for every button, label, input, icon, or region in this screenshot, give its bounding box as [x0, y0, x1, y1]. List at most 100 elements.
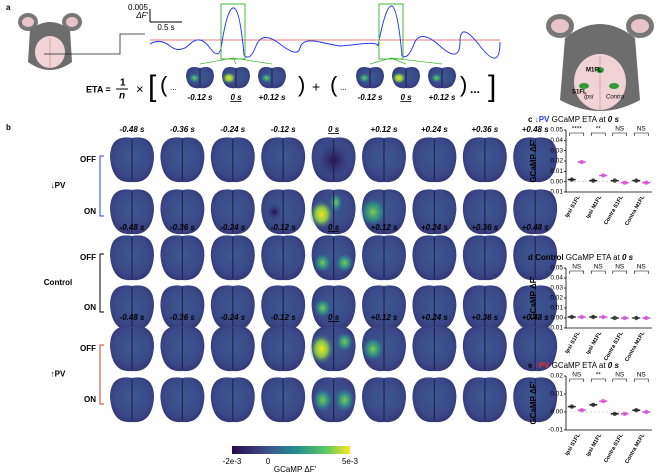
title-group: Control [535, 253, 563, 262]
brain-map [210, 137, 255, 183]
brain-map [160, 285, 205, 331]
colorbar-min: -2e-3 [223, 457, 242, 466]
brain-map [513, 137, 558, 183]
brain-map [462, 285, 507, 331]
activity-spot [358, 73, 370, 83]
event-box [220, 3, 246, 60]
eta-numerator: 1 [120, 78, 126, 89]
y-tick-label: 0.03 [550, 285, 563, 292]
time-label: -0.36 s [170, 223, 195, 232]
dot [622, 180, 627, 185]
activity-spot [312, 388, 333, 412]
x-tick-label: Contra M1FL [624, 194, 646, 227]
arrow [390, 57, 407, 65]
y-tick-label: 0.02 [550, 373, 563, 380]
significance: NS [637, 264, 647, 271]
brain-map [311, 235, 356, 281]
activity-spot [313, 298, 332, 318]
region-label: M1FL [586, 68, 602, 74]
arrow [232, 57, 273, 65]
dot [569, 404, 574, 409]
brain-map [359, 189, 406, 235]
x-tick-label: Contra M1FL [624, 432, 646, 465]
brain-map [261, 285, 306, 331]
brain-map [412, 235, 457, 281]
dot [591, 314, 596, 320]
x-tick-label: Contra M1FL [624, 330, 646, 363]
time-label: 0 s [328, 223, 340, 232]
row-label: OFF [80, 253, 96, 262]
title-text: GCaMP ETA at [552, 361, 607, 370]
sig-bracket [590, 270, 606, 274]
sig-bracket [569, 378, 585, 382]
brain-map [210, 326, 255, 372]
time-label: 0 s [400, 93, 412, 102]
paren: ( [160, 72, 168, 97]
y-tick-label: 0.00 [550, 178, 563, 185]
region-label: S1FL [572, 90, 587, 96]
time-label: -0.24 s [220, 313, 245, 322]
time-label: -0.12 s [358, 93, 383, 102]
activity-spot [188, 73, 200, 83]
time-label: +0.12 s [429, 93, 456, 102]
panel-label: b [6, 123, 11, 132]
time-label: +0.48 s [522, 125, 549, 134]
brain-map [362, 235, 406, 281]
group-label: Control [44, 278, 72, 287]
time-label: +0.12 s [371, 313, 398, 322]
dot [591, 402, 596, 407]
dot [634, 178, 639, 183]
dot [569, 177, 574, 182]
brain-map [309, 189, 356, 235]
sig-bracket [590, 378, 606, 382]
colorbar [232, 446, 350, 454]
time-label: -0.48 s [120, 223, 145, 232]
brain-map [392, 67, 420, 89]
brain-map [311, 137, 356, 183]
brain-map [261, 137, 306, 183]
brain-map [412, 377, 457, 423]
significance: NS [572, 264, 582, 271]
brain-map [513, 235, 558, 281]
brain-map [210, 285, 255, 331]
sig-bracket [612, 378, 628, 382]
dot [622, 315, 627, 321]
plus: + [312, 79, 320, 95]
paren: ( [330, 72, 338, 97]
x-tick-label: Ipsi M1FL [585, 432, 603, 458]
time-label: +0.12 s [371, 125, 398, 134]
group-bracket [99, 253, 104, 313]
eta-denominator: n [119, 91, 125, 102]
x-tick-label: Ipsi S1FL [564, 330, 582, 355]
y-tick-label: 0.01 [550, 305, 563, 312]
y-tick-label: 0.05 [550, 127, 563, 134]
chart-title: c ↓PV GCaMP ETA at 0 s [528, 115, 619, 124]
brain-map [309, 326, 356, 372]
activity-spot [335, 332, 354, 352]
ellipsis: ... [170, 83, 177, 92]
brain-map [412, 137, 457, 183]
significance: NS [637, 372, 647, 379]
brain-map [261, 235, 306, 281]
brain-map [110, 235, 154, 281]
ellipsis: ... [470, 82, 480, 96]
row-label: ON [84, 303, 96, 312]
title-time: 0 s [608, 115, 620, 124]
panel-label: e [528, 361, 533, 370]
chart-title: d Control GCaMP ETA at 0 s [528, 253, 634, 262]
activity-spot [265, 202, 284, 222]
brain-map [462, 377, 507, 423]
dot [579, 314, 584, 320]
brain-map [412, 189, 457, 235]
y-axis-label: GCaMP ΔF' [529, 276, 538, 319]
time-label: -0.48 s [120, 313, 145, 322]
time-label: +0.48 s [522, 223, 549, 232]
significance: ** [596, 372, 602, 379]
brain-map [110, 189, 154, 235]
y-tick-label: 0.04 [550, 275, 563, 282]
sig-bracket [569, 270, 585, 274]
paren: ) [298, 72, 305, 97]
time-label: 0 s [328, 125, 340, 134]
sig-bracket [633, 378, 649, 382]
